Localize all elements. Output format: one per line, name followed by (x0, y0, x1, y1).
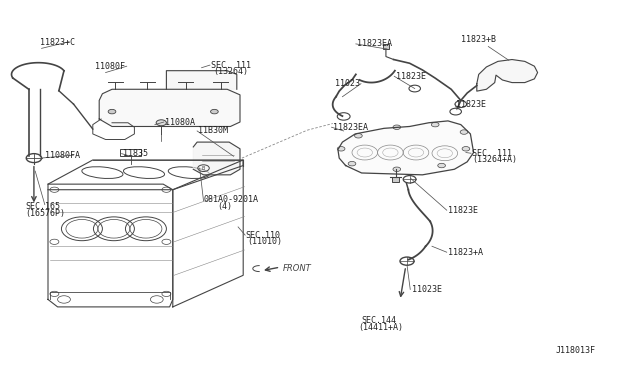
Text: 11823+B: 11823+B (461, 35, 496, 44)
Text: SEC.110: SEC.110 (245, 231, 280, 240)
Text: (13264+A): (13264+A) (472, 155, 517, 164)
Circle shape (460, 130, 468, 134)
Text: 11823EA: 11823EA (357, 39, 392, 48)
Polygon shape (193, 142, 240, 175)
Polygon shape (99, 89, 240, 126)
Circle shape (355, 134, 362, 138)
Circle shape (393, 125, 401, 129)
Text: 11823EA: 11823EA (333, 123, 368, 132)
Text: (14411+A): (14411+A) (358, 323, 403, 332)
Text: 11835: 11835 (123, 149, 148, 158)
Text: 11B30M: 11B30M (198, 126, 228, 135)
Text: SEC. 111: SEC. 111 (472, 149, 512, 158)
Polygon shape (477, 60, 538, 91)
Text: B: B (202, 166, 205, 171)
Text: SEC.165: SEC.165 (26, 202, 61, 211)
Polygon shape (338, 121, 474, 175)
Text: (16576P): (16576P) (26, 209, 65, 218)
Text: (4): (4) (218, 202, 232, 211)
Text: 11080A: 11080A (165, 118, 195, 126)
Circle shape (108, 109, 116, 114)
Circle shape (348, 161, 356, 166)
Text: 11823+A: 11823+A (448, 248, 483, 257)
Text: (11010): (11010) (247, 237, 282, 246)
Text: 11023E: 11023E (412, 285, 442, 294)
Bar (392, 177, 399, 182)
Circle shape (462, 147, 470, 151)
Text: 11823+C: 11823+C (40, 38, 75, 47)
Text: SEC.144: SEC.144 (361, 316, 396, 325)
Circle shape (156, 120, 166, 126)
Circle shape (211, 109, 218, 114)
Text: 11023: 11023 (335, 79, 360, 88)
Circle shape (438, 163, 445, 168)
Circle shape (393, 167, 401, 171)
Circle shape (337, 147, 345, 151)
Text: (13264): (13264) (213, 67, 248, 76)
Text: 081A0-9201A: 081A0-9201A (204, 195, 259, 204)
Circle shape (431, 122, 439, 127)
Text: J118013F: J118013F (556, 346, 595, 355)
Text: 11080FA: 11080FA (45, 151, 80, 160)
Text: 11080F: 11080F (95, 62, 125, 71)
Polygon shape (166, 71, 237, 89)
Text: SEC. 111: SEC. 111 (211, 61, 252, 70)
Text: 11823E: 11823E (456, 100, 486, 109)
Text: 11823E: 11823E (448, 206, 478, 215)
Bar (383, 44, 389, 49)
Text: FRONT: FRONT (283, 264, 312, 273)
Text: 11823E: 11823E (396, 72, 426, 81)
